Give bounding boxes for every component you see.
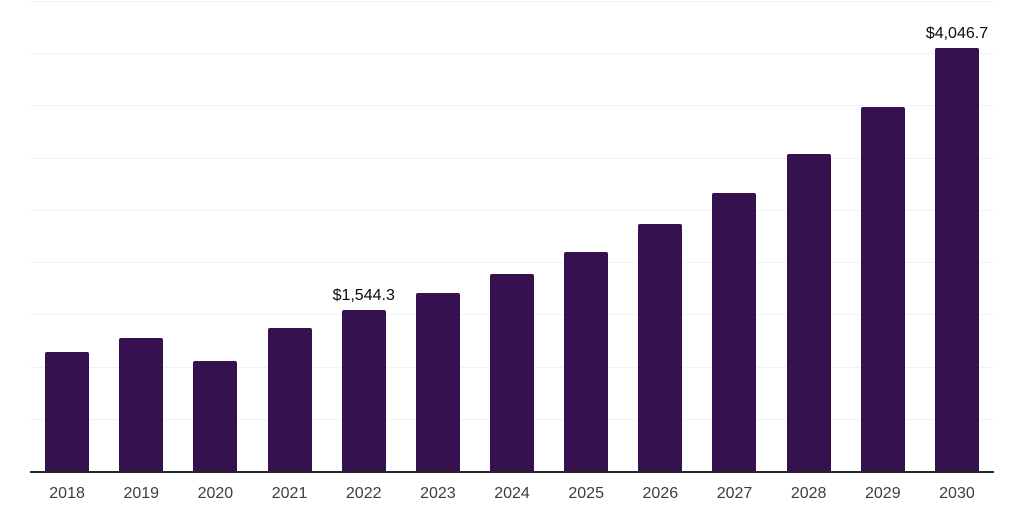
bar-band-2025 xyxy=(549,1,623,471)
bar-2022[interactable]: $1,544.3 xyxy=(333,287,395,471)
bar-2028[interactable] xyxy=(786,153,831,471)
bar-2027[interactable] xyxy=(712,192,757,471)
bar-2030[interactable]: $4,046.7 xyxy=(926,26,988,471)
bar-band-2022: $1,544.3 xyxy=(327,1,401,471)
data-label-2030: $4,046.7 xyxy=(925,25,989,43)
bars-container: $1,544.3 $4,046.7 xyxy=(30,1,994,471)
bar-band-2027 xyxy=(697,1,771,471)
x-tick-label-2025: 2025 xyxy=(568,485,604,502)
x-tick-label-2024: 2024 xyxy=(494,485,530,502)
x-tick-label-2018: 2018 xyxy=(49,485,85,502)
x-axis-tick-labels: 2018 2019 2020 2021 2022 2023 2024 2025 2026 2027… xyxy=(30,486,994,502)
x-tick-label-2019: 2019 xyxy=(123,485,160,502)
bar-band-2023 xyxy=(401,1,475,471)
bar-2029[interactable] xyxy=(860,106,905,471)
x-tick-label-2023: 2023 xyxy=(420,485,456,502)
plot-area: $1,544.3 $4,046.7 xyxy=(30,1,994,473)
bar-2026[interactable] xyxy=(638,224,683,471)
bar-band-2018 xyxy=(30,1,104,471)
bar-2018[interactable] xyxy=(45,351,90,471)
x-tick-label-2026: 2026 xyxy=(642,485,679,502)
x-tick-label-2027: 2027 xyxy=(716,485,753,502)
bar-band-2024 xyxy=(475,1,549,471)
bar-2024[interactable] xyxy=(490,273,535,471)
data-label-2022: $1,544.3 xyxy=(332,286,395,304)
bar-2023[interactable] xyxy=(415,292,460,471)
x-tick-label-2020: 2020 xyxy=(197,485,234,502)
x-tick-label-2030: 2030 xyxy=(939,485,975,502)
bar-band-2030: $4,046.7 xyxy=(920,1,994,471)
bar-band-2028 xyxy=(772,1,846,471)
bar-band-2019 xyxy=(104,1,178,471)
bar-2020[interactable] xyxy=(193,360,238,471)
x-tick-label-2028: 2028 xyxy=(790,485,827,502)
bar-band-2021 xyxy=(252,1,326,471)
bar-2021[interactable] xyxy=(267,328,312,471)
x-tick-label-2021: 2021 xyxy=(271,485,308,502)
x-tick-label-2029: 2029 xyxy=(865,485,901,502)
bar-band-2029 xyxy=(846,1,920,471)
bar-band-2020 xyxy=(178,1,252,471)
bar-2019[interactable] xyxy=(119,338,164,471)
bar-band-2026 xyxy=(623,1,697,471)
x-tick-label-2022: 2022 xyxy=(345,485,382,502)
bar-chart: $1,544.3 $4,046.7 2018 2019 2020 2021 2022 202… xyxy=(30,1,994,502)
bar-2025[interactable] xyxy=(564,251,609,471)
